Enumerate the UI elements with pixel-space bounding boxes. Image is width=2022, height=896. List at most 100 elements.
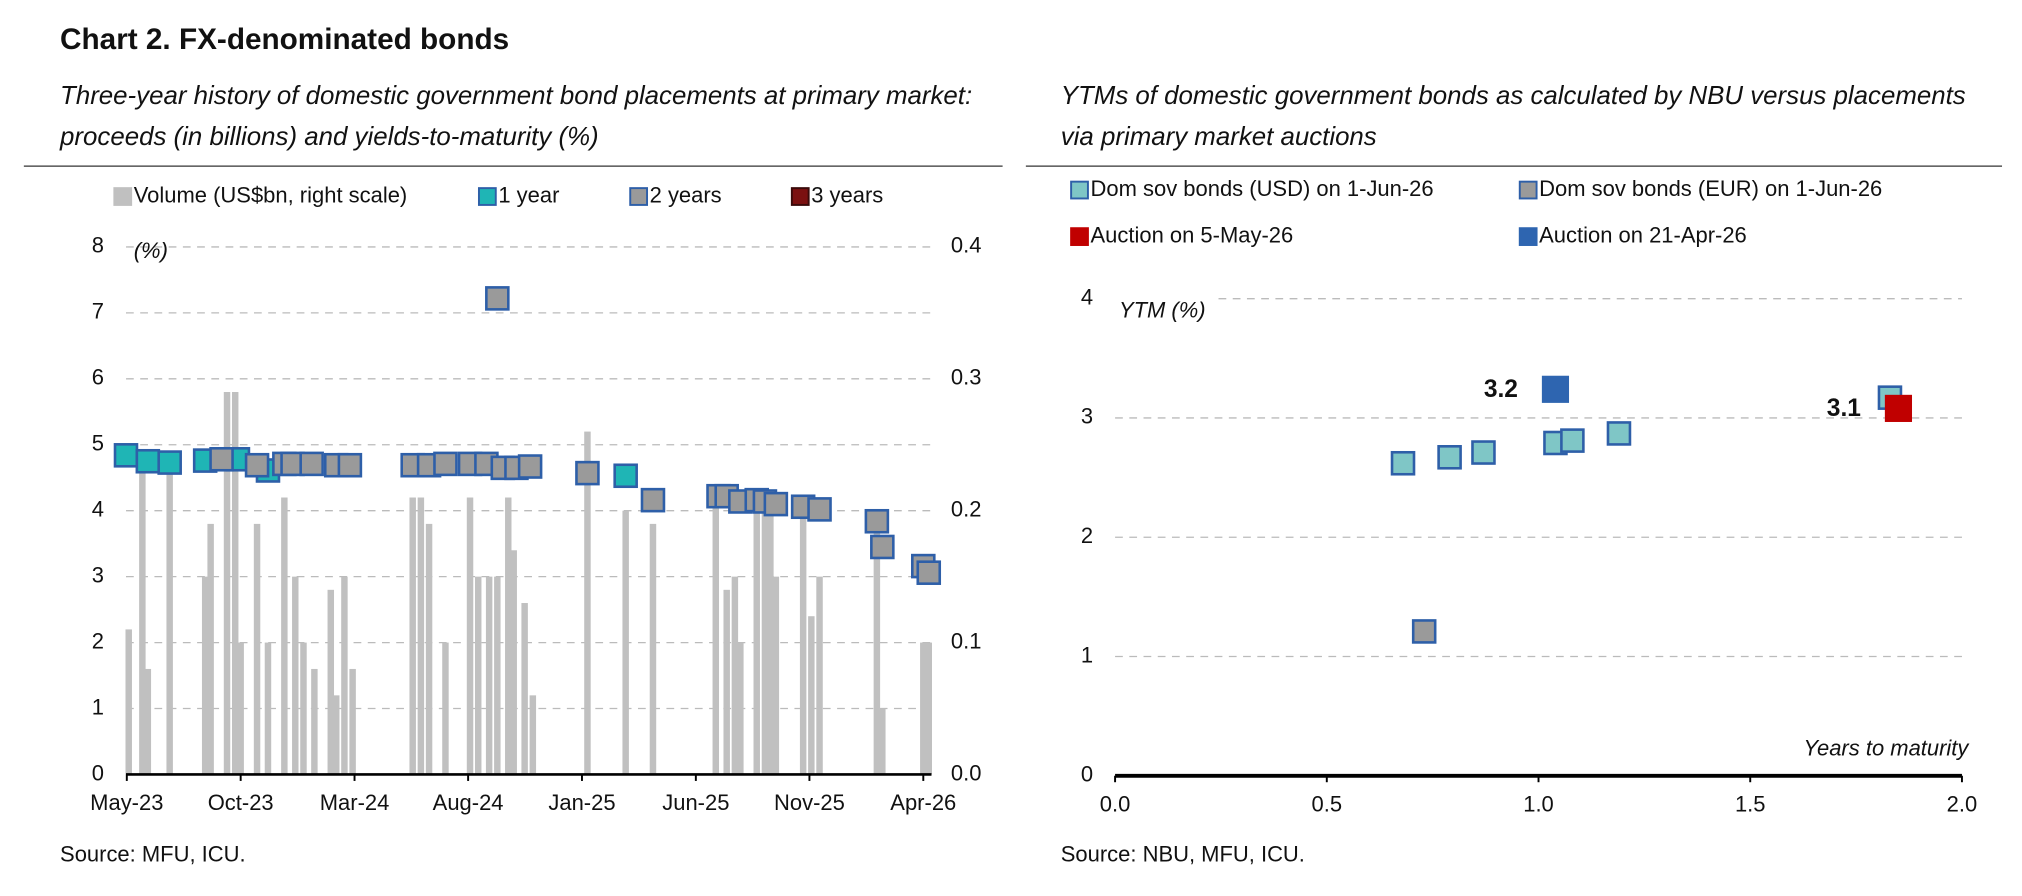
- subtitle: via primary market auctions: [1061, 123, 1377, 151]
- y2-tick-label: 0.3: [951, 365, 982, 390]
- bar: [333, 695, 340, 775]
- legend-swatch: [1518, 180, 1538, 200]
- marker: [916, 560, 942, 585]
- y-tick-label: 2: [92, 628, 104, 653]
- bar: [349, 668, 356, 775]
- bar: [231, 392, 239, 775]
- x-tick-label: Mar-24: [320, 790, 390, 815]
- bar: [442, 642, 449, 775]
- bar: [166, 457, 173, 775]
- bar: [485, 576, 493, 775]
- bar: [253, 523, 261, 775]
- y2-tick-label: 0.1: [951, 628, 982, 653]
- marker: [1471, 440, 1496, 465]
- x-tick-label: Oct-23: [208, 790, 274, 815]
- bar: [207, 523, 214, 775]
- legend-label: Auction on 21-Apr-26: [1539, 222, 1747, 247]
- legend-label: 2 years: [650, 182, 722, 207]
- marker: [613, 463, 638, 489]
- x-tick-label: Apr-26: [890, 790, 956, 815]
- bar: [584, 431, 591, 775]
- marker: [1606, 421, 1632, 446]
- legend-label: Volume (US$bn, right scale): [134, 182, 408, 207]
- marker: [113, 443, 139, 468]
- legend-swatch: [1070, 180, 1089, 200]
- bar: [237, 642, 244, 775]
- y-tick-label: 7: [92, 299, 104, 324]
- bar: [474, 576, 482, 775]
- bar: [920, 642, 927, 775]
- bar: [925, 642, 932, 775]
- legend-swatch: [790, 187, 810, 206]
- y-tick-label: 4: [92, 497, 104, 522]
- marker: [807, 497, 832, 522]
- marker: [864, 508, 890, 534]
- y-tick-label: 0: [92, 760, 104, 785]
- legend-swatch: [1518, 227, 1538, 246]
- figure-title: Chart 2. FX-denominated bonds: [60, 23, 509, 56]
- subtitle: YTMs of domestic government bonds as cal…: [1061, 82, 1966, 110]
- legend-swatch: [629, 187, 649, 206]
- bar: [808, 616, 815, 775]
- bar: [529, 695, 537, 775]
- y-tick-label: 1: [1081, 642, 1093, 667]
- bar: [761, 497, 769, 775]
- y-tick-label: 3: [92, 562, 104, 587]
- bar: [723, 589, 730, 775]
- bar: [737, 642, 744, 775]
- subtitle: Three-year history of domestic governmen…: [60, 82, 972, 110]
- legend-label: Auction on 5-May-26: [1091, 222, 1294, 247]
- data-label: 3.2: [1484, 376, 1518, 403]
- bar: [799, 497, 807, 775]
- marker: [1541, 375, 1570, 403]
- bar: [622, 510, 629, 775]
- marker: [433, 451, 458, 477]
- bar: [767, 497, 774, 775]
- bar: [816, 576, 823, 775]
- marker: [870, 534, 895, 560]
- data-label: 3.1: [1827, 395, 1861, 422]
- y-axis-label: YTM (%): [1119, 297, 1206, 322]
- x-tick-label: May-23: [90, 790, 163, 815]
- bar: [731, 576, 739, 775]
- y2-tick-label: 0.4: [951, 233, 982, 258]
- x-tick-label: 0.0: [1100, 791, 1131, 816]
- marker: [1884, 394, 1913, 422]
- bar: [510, 550, 517, 775]
- marker: [244, 452, 270, 478]
- bar: [505, 497, 512, 775]
- bar: [201, 576, 209, 775]
- marker: [337, 452, 363, 478]
- marker: [517, 454, 543, 479]
- bar: [873, 510, 881, 775]
- y-tick-label: 2: [1081, 523, 1093, 548]
- bar: [772, 576, 780, 775]
- legend-swatch: [477, 187, 497, 206]
- marker: [575, 460, 600, 486]
- bar: [223, 392, 231, 775]
- subtitle: proceeds (in billions) and yields-to-mat…: [59, 123, 599, 151]
- legend-label: 1 year: [498, 182, 559, 207]
- bar: [879, 708, 886, 775]
- bar: [292, 576, 299, 775]
- y-axis-label: (%): [134, 238, 168, 263]
- x-tick-label: 1.0: [1523, 791, 1554, 816]
- x-tick-label: 1.5: [1735, 791, 1766, 816]
- bar: [712, 497, 720, 775]
- legend-swatch: [1070, 227, 1089, 246]
- marker: [763, 491, 789, 517]
- y-tick-label: 3: [1081, 404, 1093, 429]
- y-tick-label: 8: [92, 233, 104, 258]
- bar: [327, 589, 335, 775]
- x-tick-label: Nov-25: [774, 790, 845, 815]
- marker: [1390, 450, 1416, 476]
- marker: [1560, 428, 1585, 453]
- legend-label: Dom sov bonds (EUR) on 1-Jun-26: [1539, 176, 1882, 201]
- x-tick-label: Jun-25: [662, 790, 729, 815]
- y2-tick-label: 0.0: [951, 760, 982, 785]
- bar: [311, 668, 318, 775]
- bar: [649, 523, 657, 775]
- bar: [521, 603, 528, 775]
